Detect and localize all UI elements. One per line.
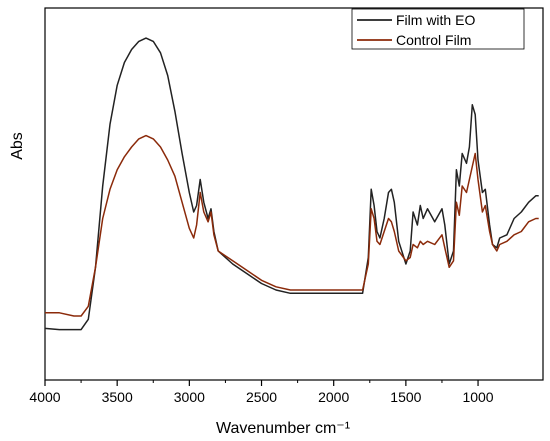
x-axis: 4000 3500 3000 2500 2000 1500 1000 — [29, 380, 494, 405]
series-line-film-with-eo — [44, 37, 539, 331]
x-tick-label-2000: 2000 — [318, 389, 349, 405]
legend-label-film-with-eo: Film with EO — [396, 12, 475, 28]
x-tick-label-1500: 1500 — [390, 389, 421, 405]
plot-frame — [44, 7, 544, 381]
x-tick-label-1000: 1000 — [462, 389, 493, 405]
y-axis-title: Abs — [9, 132, 26, 160]
legend-label-control-film: Control Film — [396, 32, 471, 48]
x-tick-label-3500: 3500 — [102, 389, 133, 405]
legend: Film with EO Control Film — [351, 8, 525, 50]
series-layer — [44, 37, 539, 331]
x-tick-label-2500: 2500 — [246, 389, 277, 405]
x-tick-label-3000: 3000 — [174, 389, 205, 405]
legend-box — [351, 8, 525, 50]
x-tick-label-4000: 4000 — [29, 389, 60, 405]
series-line-control-film — [45, 134, 539, 317]
x-axis-title: Wavenumber cm⁻¹ — [216, 420, 350, 437]
